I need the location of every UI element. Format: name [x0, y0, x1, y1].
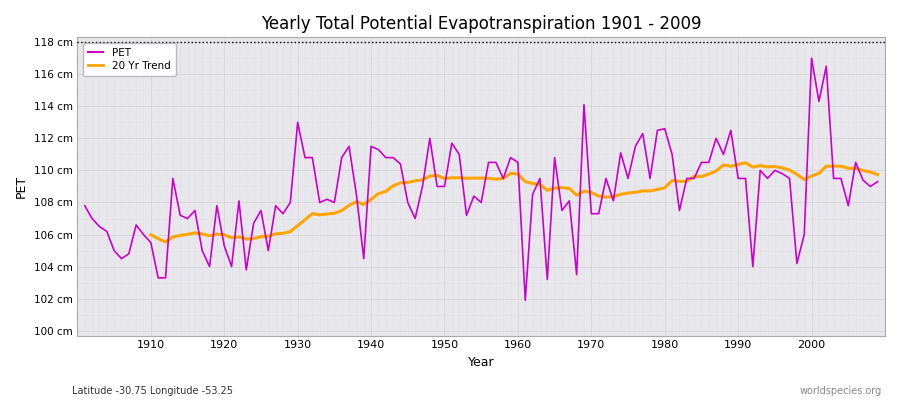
- Text: Latitude -30.75 Longitude -53.25: Latitude -30.75 Longitude -53.25: [72, 386, 233, 396]
- Y-axis label: PET: PET: [15, 175, 28, 198]
- Legend: PET, 20 Yr Trend: PET, 20 Yr Trend: [83, 42, 176, 76]
- Text: worldspecies.org: worldspecies.org: [800, 386, 882, 396]
- Title: Yearly Total Potential Evapotranspiration 1901 - 2009: Yearly Total Potential Evapotranspiratio…: [261, 15, 701, 33]
- X-axis label: Year: Year: [468, 356, 494, 369]
